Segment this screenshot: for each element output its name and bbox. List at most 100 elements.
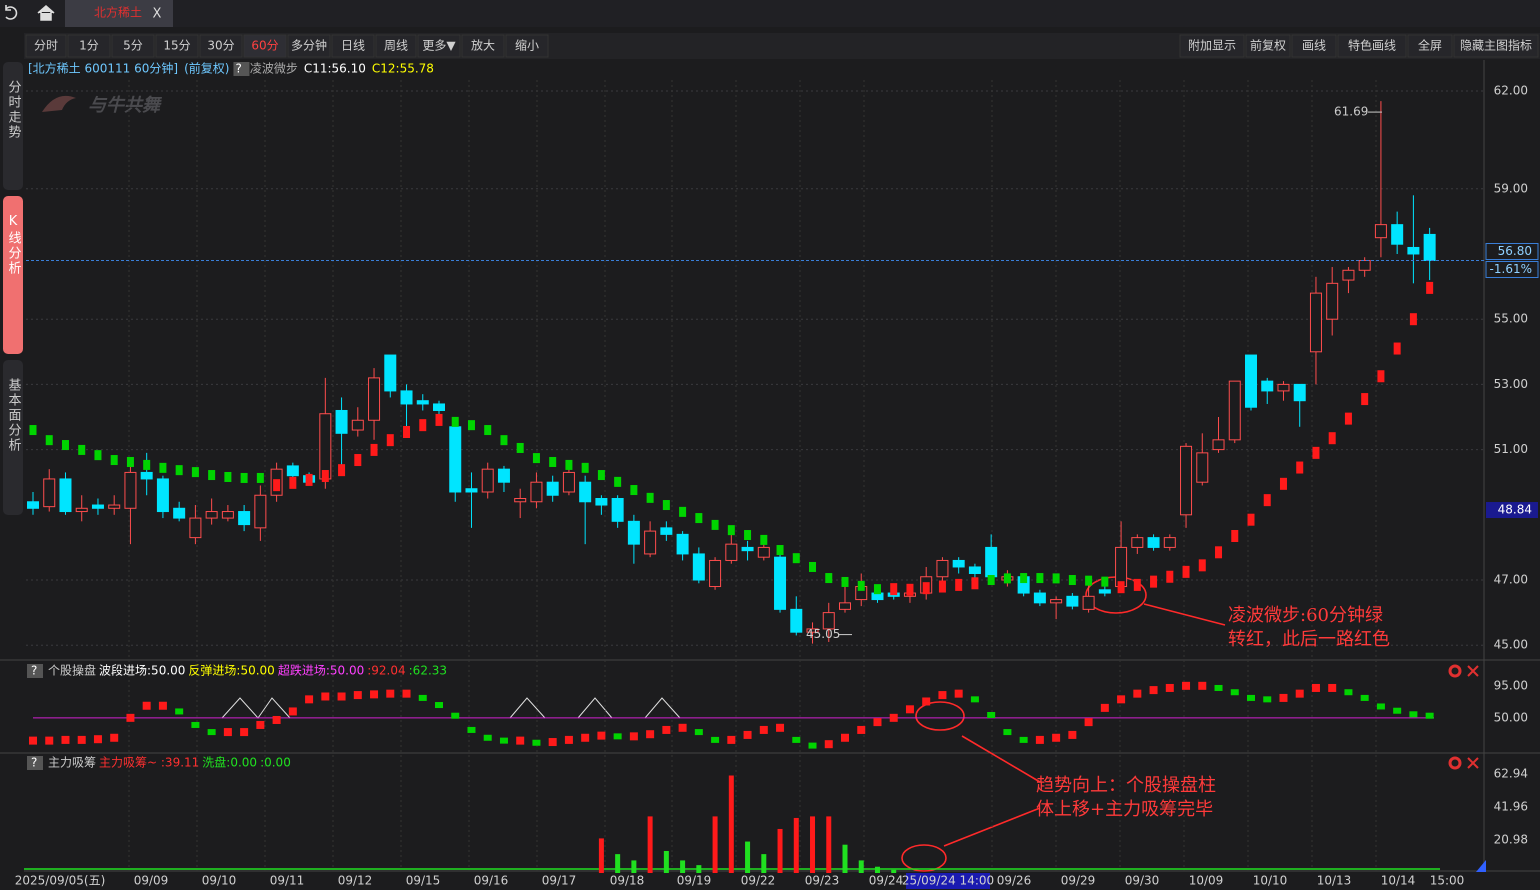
period-button[interactable] — [287, 34, 331, 58]
trail-dot — [646, 492, 654, 503]
cursor-label-box — [906, 873, 990, 889]
candle-body — [1163, 537, 1176, 548]
signal-dot — [29, 736, 37, 745]
period-label: 放大 — [471, 38, 495, 53]
period-button[interactable] — [417, 34, 461, 58]
tool-button[interactable] — [1337, 34, 1407, 58]
period-button[interactable] — [155, 34, 199, 58]
period-button[interactable] — [67, 34, 111, 58]
trail-dot — [809, 561, 817, 572]
signal-dot — [353, 691, 362, 700]
period-button[interactable] — [461, 34, 505, 58]
signal-dot — [418, 694, 427, 701]
tab[interactable] — [65, 0, 173, 27]
close-icon[interactable] — [1467, 665, 1479, 677]
tool-label: 画线 — [1302, 39, 1326, 53]
trail-dot — [938, 580, 946, 593]
trail-dot — [825, 573, 833, 584]
trail-dot — [1377, 370, 1385, 383]
trail-dot — [338, 464, 346, 477]
annotation: 趋势向上：个股操盘柱 — [1036, 775, 1216, 796]
signal-dot — [499, 737, 508, 744]
trail-dot — [159, 462, 167, 473]
candle-body — [644, 530, 657, 555]
trail-dot — [143, 459, 151, 470]
candle-body — [839, 602, 851, 610]
period-label: 日线 — [341, 39, 365, 53]
back-icon[interactable] — [5, 5, 18, 20]
cursor-price-box — [1486, 502, 1538, 519]
candle-body — [108, 504, 121, 509]
signal-dot — [873, 718, 882, 727]
settings-icon[interactable] — [1448, 664, 1462, 678]
help-box[interactable] — [27, 756, 43, 770]
candle-body — [335, 409, 348, 434]
candle-body — [1180, 445, 1193, 516]
trail-dot — [565, 459, 573, 470]
side-tab[interactable] — [3, 196, 23, 354]
trail-dot — [451, 416, 459, 427]
period-button[interactable] — [331, 34, 375, 58]
help-icon: ? — [31, 756, 37, 770]
bar — [842, 844, 848, 873]
period-label: 30分 — [207, 39, 234, 53]
bar — [858, 860, 864, 873]
help-box[interactable] — [233, 62, 250, 76]
candle-body — [189, 517, 202, 539]
trail-dot — [403, 425, 411, 438]
candle-body — [1245, 354, 1257, 408]
candle-body — [1358, 260, 1371, 271]
candle-body — [757, 546, 770, 558]
tool-button[interactable] — [1407, 34, 1453, 58]
signal-dot — [1344, 689, 1353, 696]
signal-dot — [321, 692, 330, 701]
tool-label: 特色画线 — [1348, 38, 1396, 53]
trail-dot — [419, 419, 427, 432]
period-button[interactable] — [111, 34, 155, 58]
x-tick-label: 15:00 — [1430, 874, 1465, 888]
trail-dot — [224, 471, 232, 482]
signal-dot — [938, 691, 947, 700]
signal-dot — [613, 733, 622, 740]
trail-dot — [857, 580, 865, 591]
y-tick-label: 51.00 — [1494, 442, 1528, 456]
candle-body — [449, 426, 462, 493]
period-button[interactable] — [375, 34, 417, 58]
signal-dot — [922, 697, 931, 706]
period-button[interactable] — [243, 34, 287, 58]
trail-dot — [1296, 461, 1304, 474]
candle-body — [416, 400, 429, 405]
candle-body — [1147, 537, 1160, 548]
trail-dot — [581, 462, 589, 473]
trail-dot — [841, 576, 849, 587]
tool-button[interactable] — [1453, 34, 1539, 58]
period-button[interactable] — [25, 34, 67, 58]
signal-dot — [1247, 694, 1255, 701]
cursor-price-label: 48.84 — [1498, 503, 1532, 517]
y-tick-label: 53.00 — [1494, 377, 1528, 391]
side-tab[interactable] — [3, 360, 23, 515]
side-tab-label: 基本面分析 — [6, 378, 22, 453]
bar — [745, 841, 751, 873]
help-box[interactable] — [27, 664, 43, 678]
signal-dot — [435, 702, 443, 709]
settings-icon[interactable] — [1448, 756, 1462, 770]
home-icon[interactable] — [37, 5, 55, 21]
tool-button[interactable] — [1179, 34, 1245, 58]
tab-title: 北方稀土 — [94, 5, 142, 20]
period-button[interactable] — [505, 34, 549, 58]
candle-body — [384, 354, 397, 392]
trail-dot — [727, 525, 735, 536]
tab-close[interactable]: X — [153, 7, 162, 22]
tool-button[interactable] — [1291, 34, 1337, 58]
trail-dot — [484, 425, 492, 436]
tool-button[interactable] — [1245, 34, 1291, 58]
trail-dot — [61, 440, 69, 451]
side-tab[interactable] — [3, 62, 23, 190]
period-button[interactable] — [199, 34, 243, 58]
bar — [810, 816, 816, 873]
trail-dot — [792, 553, 800, 564]
trail-dot — [78, 444, 86, 455]
close-icon[interactable] — [1467, 757, 1479, 769]
signal-dot — [1084, 718, 1093, 727]
